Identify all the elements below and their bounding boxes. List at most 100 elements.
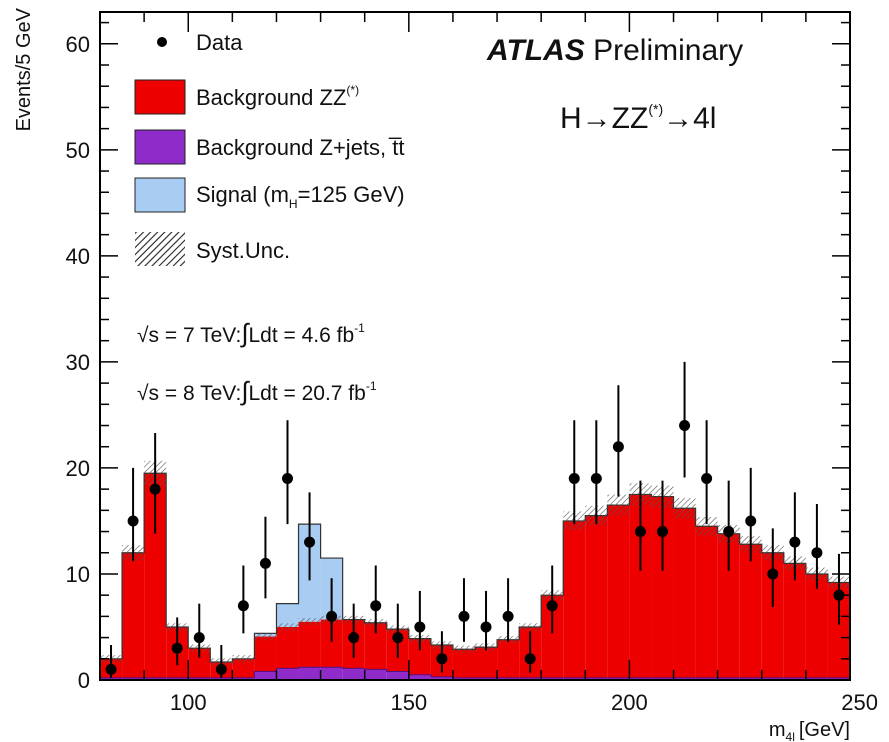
atlas-title-rest: Preliminary bbox=[593, 34, 743, 67]
data-point-87.5 bbox=[127, 467, 139, 562]
legend-label-zz: Background ZZ(*) bbox=[196, 83, 359, 110]
data-point-227.5 bbox=[745, 467, 757, 562]
lumi-7-root: √ bbox=[137, 324, 149, 347]
data-marker bbox=[502, 610, 514, 622]
data-point-132.5 bbox=[326, 578, 338, 642]
bar-zz-150 bbox=[408, 638, 431, 675]
bar-zz-215 bbox=[695, 526, 718, 678]
legend-label-zz-main: Background ZZ bbox=[196, 85, 346, 110]
y-tick-label: 40 bbox=[66, 244, 90, 269]
data-point-157.5 bbox=[436, 631, 448, 673]
data-points bbox=[105, 361, 845, 678]
y-tick-label: 60 bbox=[66, 32, 90, 57]
data-marker bbox=[348, 632, 360, 644]
data-point-137.5 bbox=[348, 603, 360, 658]
data-marker bbox=[657, 526, 668, 538]
bar-zz-125 bbox=[298, 621, 321, 668]
data-marker bbox=[811, 547, 823, 559]
data-marker bbox=[679, 420, 691, 432]
bar-zjets-200 bbox=[629, 677, 652, 680]
bar-zjets-195 bbox=[607, 677, 630, 680]
data-point-187.5 bbox=[568, 420, 580, 525]
bar-zjets-220 bbox=[717, 677, 740, 680]
bar-zjets-140 bbox=[364, 669, 387, 680]
lumi-8-int: ∫ bbox=[239, 376, 250, 406]
data-marker bbox=[612, 441, 624, 453]
bar-zz-230 bbox=[761, 552, 784, 678]
data-marker bbox=[767, 568, 779, 580]
x-axis-label-unit: [GeV] bbox=[799, 719, 850, 741]
data-marker bbox=[105, 663, 117, 675]
y-tick-label: 50 bbox=[66, 138, 90, 163]
legend-label-signal-sub: H bbox=[289, 197, 298, 211]
legend-swatch-syst bbox=[135, 232, 185, 266]
bar-zjets-150 bbox=[408, 674, 431, 680]
data-marker bbox=[282, 473, 293, 485]
syst-band-175 bbox=[519, 623, 542, 631]
bar-zz-115 bbox=[254, 636, 277, 672]
bar-zjets-160 bbox=[452, 677, 475, 680]
bar-zz-120 bbox=[276, 626, 299, 669]
bar-zjets-130 bbox=[320, 667, 343, 680]
bar-zjets-225 bbox=[739, 677, 762, 680]
plot-frame bbox=[99, 11, 851, 681]
data-marker bbox=[171, 642, 183, 654]
data-marker bbox=[568, 473, 580, 485]
syst-band-160 bbox=[452, 645, 475, 653]
legend-entry-zjets: Background Z+jets, t̅t bbox=[134, 129, 405, 165]
bar-zjets-185 bbox=[563, 677, 586, 680]
data-point-232.5 bbox=[767, 528, 779, 607]
legend-entry-syst: Syst.Unc. bbox=[135, 232, 290, 266]
data-marker bbox=[193, 632, 205, 644]
data-point-152.5 bbox=[414, 590, 426, 651]
bar-zz-240 bbox=[805, 573, 828, 678]
x-tick-label: 250 bbox=[841, 690, 878, 715]
x-axis-label-sub: 4l bbox=[786, 730, 795, 742]
bar-signal-120 bbox=[276, 603, 299, 627]
data-marker bbox=[370, 600, 382, 612]
data-point-102.5 bbox=[193, 603, 205, 658]
legend-entry-data: Data bbox=[157, 30, 243, 55]
bar-zjets-190 bbox=[585, 677, 608, 680]
data-marker bbox=[458, 610, 470, 622]
legend-label-signal-tail: =125 GeV) bbox=[298, 182, 405, 207]
syst-band-195 bbox=[607, 494, 630, 516]
data-point-92.5 bbox=[149, 432, 161, 534]
lumi-7-sup: -1 bbox=[354, 321, 365, 335]
data-point-177.5 bbox=[524, 631, 536, 673]
data-point-127.5 bbox=[304, 492, 316, 581]
x-tick-label: 150 bbox=[390, 690, 427, 715]
bar-zz-85 bbox=[122, 552, 145, 678]
bar-zz-100 bbox=[188, 648, 211, 678]
process-label-main: H→ZZ bbox=[560, 102, 648, 135]
legend-swatch-zz bbox=[134, 79, 186, 115]
data-point-112.5 bbox=[237, 565, 249, 634]
bar-zz-205 bbox=[651, 496, 674, 678]
data-point-142.5 bbox=[370, 565, 382, 634]
bar-zjets-125 bbox=[298, 667, 321, 680]
bar-zjets-180 bbox=[541, 677, 564, 680]
data-point-217.5 bbox=[701, 420, 713, 525]
data-point-222.5 bbox=[723, 480, 735, 571]
zjets-outline bbox=[100, 666, 850, 679]
axes-frame bbox=[99, 11, 851, 681]
x-tick-label: 200 bbox=[611, 690, 648, 715]
bar-zz-165 bbox=[475, 647, 498, 678]
process-label-sup: (*) bbox=[648, 101, 663, 117]
data-point-122.5 bbox=[282, 420, 293, 525]
legend-label-zjets: Background Z+jets, t̅t bbox=[196, 135, 405, 160]
bar-zjets-230 bbox=[761, 677, 784, 680]
bar-zz-170 bbox=[497, 639, 520, 678]
bar-zjets-100 bbox=[188, 677, 211, 680]
lumi-7-post: Ldt = 4.6 fb bbox=[248, 324, 354, 347]
bar-zz-160 bbox=[452, 649, 475, 678]
data-marker bbox=[414, 621, 426, 633]
data-marker bbox=[745, 515, 757, 527]
data-marker bbox=[149, 483, 161, 495]
bar-zz-190 bbox=[585, 515, 608, 678]
data-point-167.5 bbox=[480, 590, 492, 651]
x-tick-label: 100 bbox=[170, 690, 207, 715]
data-marker bbox=[436, 653, 448, 665]
bar-zz-140 bbox=[364, 622, 387, 670]
